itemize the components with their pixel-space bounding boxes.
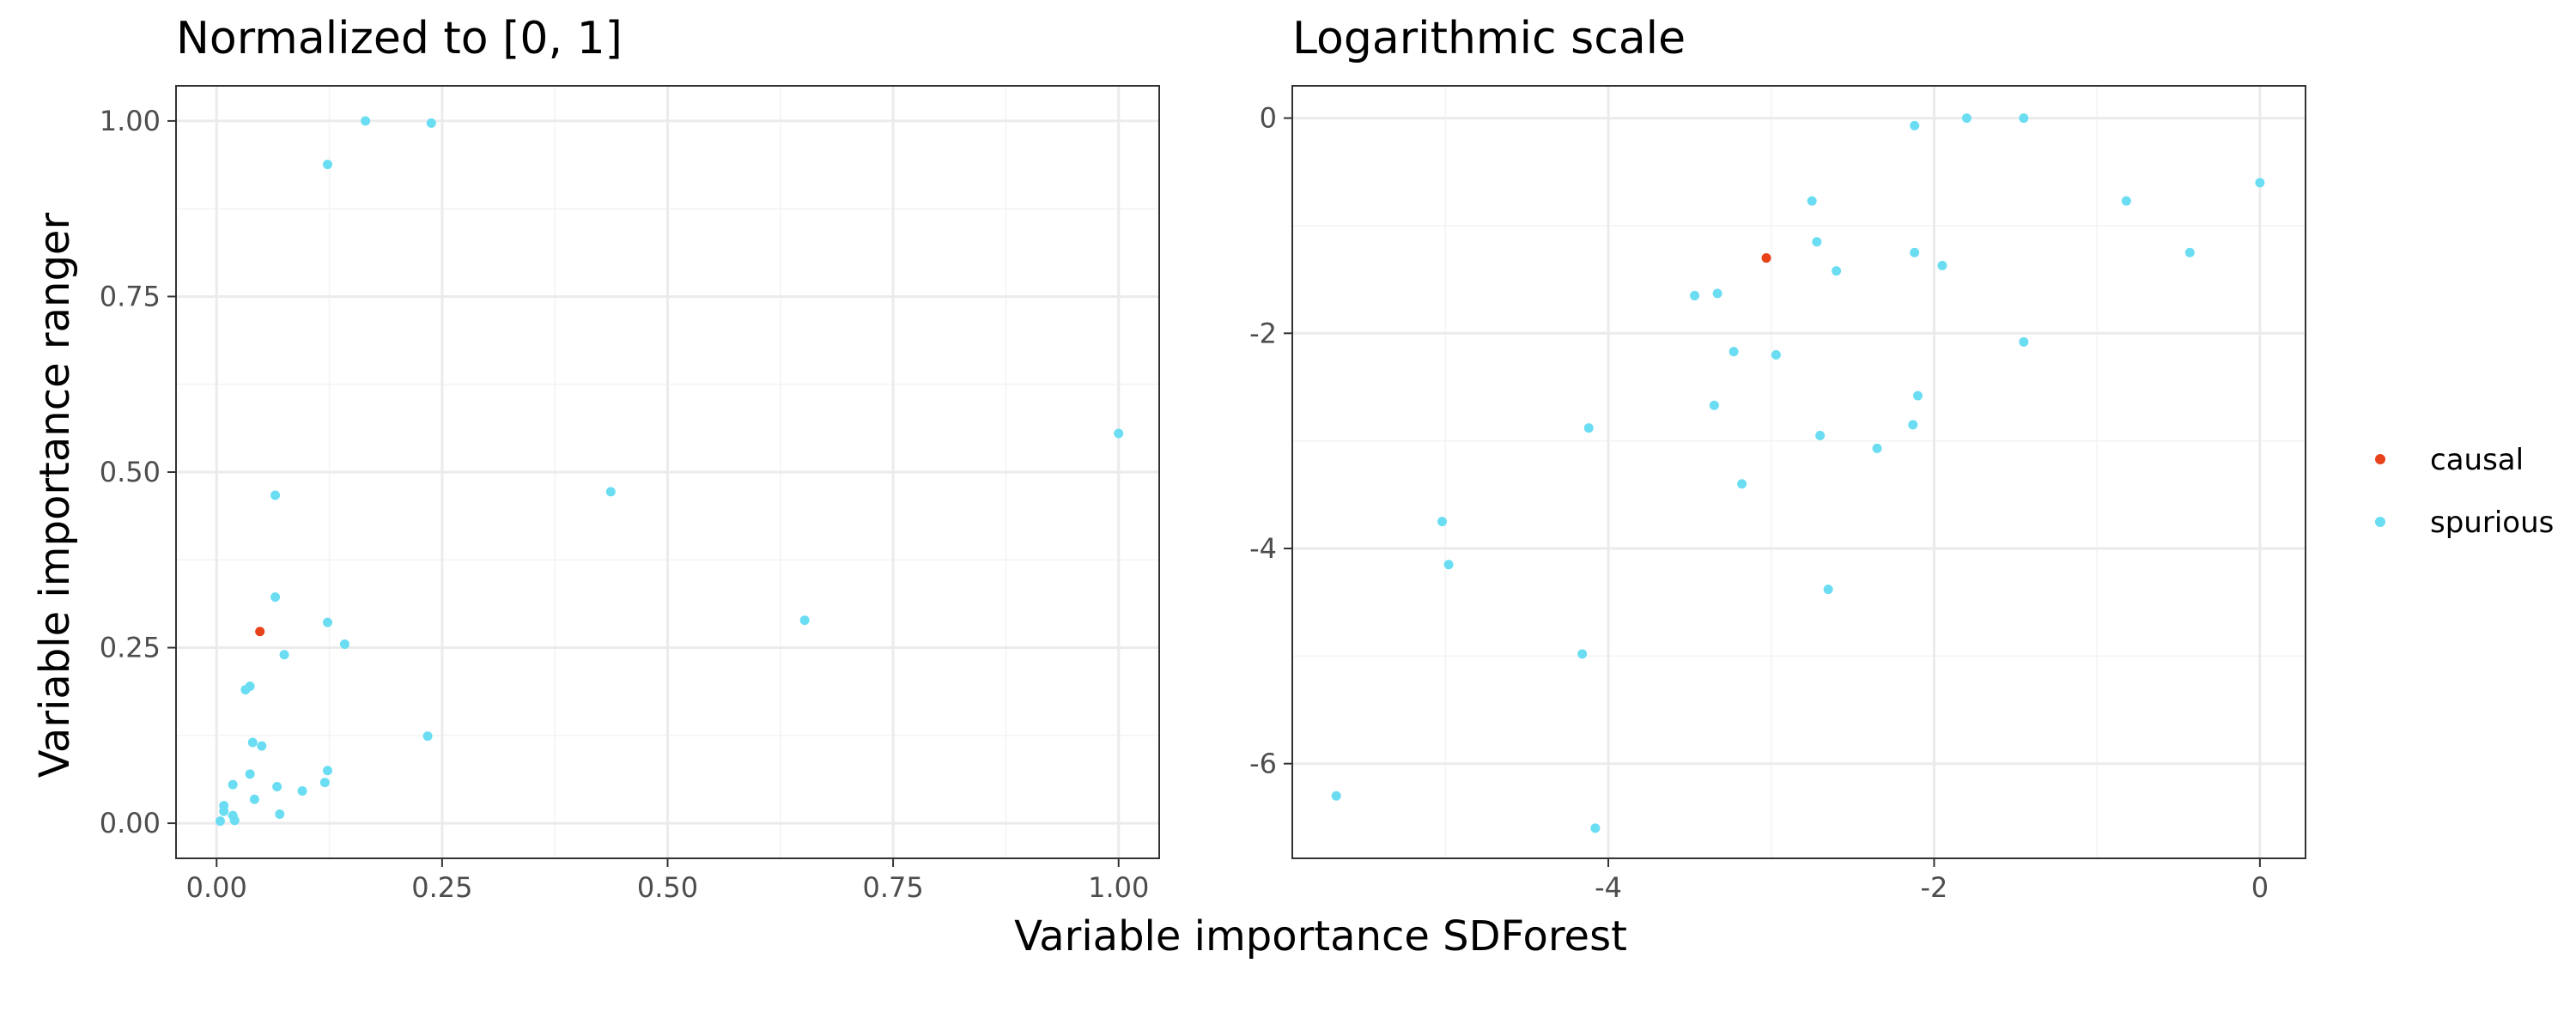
data-point-causal <box>255 627 265 637</box>
data-point-spurious <box>1815 430 1826 440</box>
panel-title-logarithmic: Logarithmic scale <box>1292 13 1686 64</box>
data-point-spurious <box>322 766 332 776</box>
data-point-spurious <box>1908 420 1918 430</box>
x-tick-label: 0 <box>2251 871 2269 904</box>
legend-label-causal: causal <box>2430 443 2524 477</box>
data-point-spurious <box>297 785 307 796</box>
data-point-spurious <box>272 782 283 792</box>
data-point-spurious <box>1712 288 1722 299</box>
y-tick-label: -6 <box>1249 748 1277 780</box>
data-point-spurious <box>799 615 810 626</box>
data-point-spurious <box>1443 560 1454 570</box>
data-point-spurious <box>1832 266 1842 276</box>
data-point-spurious <box>219 806 229 816</box>
x-tick-label: 0.00 <box>186 871 247 904</box>
data-point-spurious <box>279 650 289 660</box>
data-point-spurious <box>1910 120 1920 130</box>
legend-key-spurious <box>2375 517 2385 527</box>
data-point-spurious <box>1812 237 1822 247</box>
data-point-causal <box>1761 253 1771 264</box>
panel-normalized: Normalized to [0, 1] 0.00 0.25 0.50 0.75 1.0… <box>100 13 1160 904</box>
legend-key-causal <box>2375 454 2385 464</box>
data-point-spurious <box>245 769 255 779</box>
data-point-spurious <box>275 809 285 819</box>
data-point-spurious <box>2019 113 2029 124</box>
data-point-spurious <box>1577 649 1588 659</box>
panel-title-normalized: Normalized to [0, 1] <box>176 13 623 64</box>
data-point-spurious <box>322 160 332 170</box>
data-point-spurious <box>361 116 371 126</box>
x-axis-ticks: 0.00 0.25 0.50 0.75 1.00 <box>186 858 1149 904</box>
x-tick-label: 0.50 <box>637 871 698 904</box>
y-tick-label: 0 <box>1260 102 1277 135</box>
data-point-spurious <box>2255 178 2265 188</box>
data-point-spurious <box>1583 423 1594 433</box>
data-point-spurious <box>1437 517 1448 527</box>
legend: causal spurious <box>2375 443 2554 540</box>
data-point-spurious <box>257 741 267 751</box>
data-point-spurious <box>228 779 238 790</box>
data-point-spurious <box>319 778 330 788</box>
data-point-spurious <box>1114 428 1124 439</box>
data-point-spurious <box>270 592 281 603</box>
data-point-spurious <box>2019 336 2029 347</box>
data-point-spurious <box>1872 443 1882 453</box>
x-tick-label: -2 <box>1921 871 1948 904</box>
data-point-spurious <box>1690 290 1700 300</box>
data-point-spurious <box>339 639 349 649</box>
panel-logarithmic: Logarithmic scale -4 -2 0 -6 -4 -2 0 <box>1249 13 2306 904</box>
plot-background <box>1292 86 2306 858</box>
data-points <box>1331 113 2265 833</box>
x-tick-label: -4 <box>1595 871 1622 904</box>
data-point-spurious <box>1910 247 1920 258</box>
data-point-spurious <box>426 118 436 128</box>
data-point-spurious <box>1590 823 1601 833</box>
data-point-spurious <box>270 490 281 500</box>
data-point-spurious <box>322 617 332 627</box>
data-point-spurious <box>249 794 259 804</box>
y-tick-label: 0.25 <box>100 632 161 664</box>
data-point-spurious <box>215 816 225 827</box>
data-point-spurious <box>1912 391 1923 401</box>
y-tick-label: 0.50 <box>100 456 161 488</box>
data-point-spurious <box>1737 479 1747 489</box>
legend-label-spurious: spurious <box>2430 506 2554 540</box>
data-point-spurious <box>2184 247 2195 258</box>
y-axis-ticks: 0.00 0.25 0.50 0.75 1.00 <box>100 105 176 839</box>
y-tick-label: -4 <box>1249 532 1277 565</box>
data-point-spurious <box>605 487 616 497</box>
y-axis-ticks: -6 -4 -2 0 <box>1249 102 1292 780</box>
data-point-spurious <box>1331 791 1341 801</box>
grid <box>1292 86 2306 858</box>
data-point-spurious <box>1771 349 1781 360</box>
data-point-spurious <box>1728 347 1739 357</box>
x-axis-ticks: -4 -2 0 <box>1595 858 2269 904</box>
y-tick-label: 0.75 <box>100 280 161 312</box>
x-tick-label: 0.25 <box>411 871 472 904</box>
data-point-spurious <box>1937 260 1947 270</box>
data-points <box>215 116 1124 827</box>
grid <box>176 86 1159 858</box>
x-tick-label: 0.75 <box>862 871 923 904</box>
data-point-spurious <box>422 731 433 742</box>
x-axis-title: Variable importance SDForest <box>1014 912 1627 960</box>
data-point-spurious <box>247 737 258 748</box>
y-tick-label: -2 <box>1249 317 1277 349</box>
data-point-spurious <box>1807 196 1817 206</box>
data-point-spurious <box>1961 113 1971 124</box>
data-point-spurious <box>240 685 251 695</box>
data-point-spurious <box>1823 585 1833 595</box>
panel-border <box>1291 85 2306 859</box>
y-tick-label: 1.00 <box>100 105 161 137</box>
y-axis-title: Variable importance ranger <box>31 213 79 779</box>
data-point-spurious <box>2121 196 2131 206</box>
y-tick-label: 0.00 <box>100 807 161 839</box>
data-point-spurious <box>229 815 240 826</box>
data-point-spurious <box>1709 400 1719 410</box>
x-tick-label: 1.00 <box>1088 871 1149 904</box>
